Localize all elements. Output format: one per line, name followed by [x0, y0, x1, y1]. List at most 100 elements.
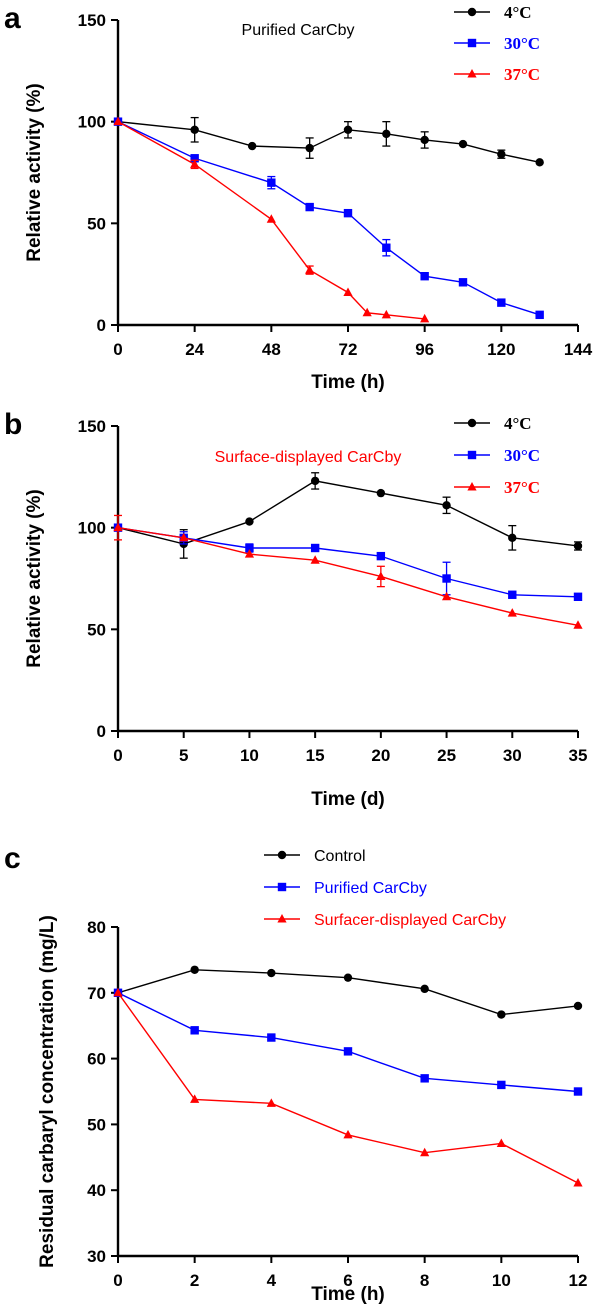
x-tick-label: 8 [420, 1271, 429, 1290]
x-tick-label: 5 [179, 746, 188, 765]
legend-label: 37°C [504, 65, 540, 84]
data-point [190, 125, 199, 134]
y-tick-label: 150 [78, 417, 106, 436]
data-point [343, 125, 353, 134]
legend-marker [467, 482, 477, 491]
data-point [343, 287, 353, 296]
legend-marker [277, 914, 287, 923]
y-tick-label: 70 [87, 984, 106, 1003]
data-point [305, 143, 314, 153]
series-line [117, 121, 540, 316]
x-tick-label: 4 [267, 1271, 277, 1290]
data-point [497, 150, 506, 159]
x-tick-label: 72 [339, 340, 358, 359]
data-point [305, 202, 314, 212]
y-tick-label: 100 [78, 519, 106, 538]
legend-label: Purified CarCby [314, 880, 427, 897]
y-tick-label: 30 [87, 1247, 106, 1266]
legend: Control Purified CarCby Surfacer-displayed… [264, 848, 506, 929]
legend-label: Control [314, 848, 366, 865]
data-point [343, 208, 353, 218]
x-tick-label: 15 [306, 746, 325, 765]
data-point [458, 278, 468, 287]
data-point [573, 592, 583, 601]
data-point [305, 265, 315, 274]
data-point [113, 116, 123, 126]
data-point [190, 159, 200, 168]
y-axis-label: Relative activity (%) [24, 83, 45, 261]
data-point [190, 965, 199, 974]
x-tick-label: 20 [371, 746, 390, 765]
data-point [362, 307, 372, 317]
data-point [266, 214, 276, 223]
data-point [508, 533, 517, 543]
panel-label-c: c [4, 842, 21, 875]
data-point [381, 309, 391, 319]
data-point [113, 522, 123, 532]
x-tick-label: 25 [437, 746, 456, 765]
data-point [420, 272, 429, 281]
y-tick-label: 80 [87, 918, 106, 937]
y-tick-label: 0 [97, 722, 106, 741]
data-point [244, 549, 255, 558]
panel-c: c 0 2 4 6 8 10 12 30 40 50 60 70 80 Time (h) Residual c… [4, 842, 587, 1305]
legend-label: 4°C [504, 414, 532, 433]
data-point [573, 1001, 583, 1011]
series-line [117, 121, 425, 320]
x-tick-label: 144 [564, 340, 593, 359]
data-point [497, 1080, 506, 1090]
data-point [247, 141, 257, 151]
chart-title: Surface-displayed CarCby [215, 449, 402, 466]
series-2 [113, 987, 583, 1187]
legend: 4°C 30°C 37°C [454, 414, 540, 497]
x-axis-label: Time (h) [311, 1284, 385, 1305]
panel-label-a: a [4, 2, 21, 35]
legend-label: 30°C [504, 34, 540, 53]
data-point [573, 1087, 583, 1096]
data-point [507, 608, 517, 617]
x-tick-label: 30 [503, 746, 522, 765]
y-tick-label: 150 [78, 11, 106, 30]
panel-label-b: b [4, 408, 22, 441]
data-point [113, 987, 123, 997]
legend-label: Surfacer-displayed CarCby [314, 912, 506, 929]
legend-marker [277, 882, 287, 892]
data-point [420, 1147, 430, 1157]
x-tick-label: 96 [415, 340, 434, 359]
data-point [535, 158, 544, 167]
data-point [441, 591, 452, 601]
data-point [573, 620, 583, 629]
x-tick-label: 0 [113, 746, 122, 765]
x-tick-label: 0 [113, 340, 122, 359]
data-point [376, 551, 386, 561]
legend-label: 4°C [504, 3, 532, 22]
data-point [573, 541, 583, 551]
legend-marker [467, 418, 477, 428]
series-0 [113, 116, 544, 167]
data-point [497, 298, 506, 307]
data-point [442, 501, 451, 510]
y-axis-label: Residual carbaryl concentration (mg/L) [37, 915, 58, 1268]
data-point [343, 1047, 353, 1056]
y-tick-label: 60 [87, 1050, 106, 1069]
data-point [382, 243, 391, 252]
y-tick-label: 0 [97, 316, 106, 335]
series-2 [113, 514, 583, 629]
data-point [179, 532, 189, 542]
data-point [245, 543, 254, 553]
series-line [117, 992, 579, 1184]
y-tick-label: 50 [87, 214, 106, 233]
x-tick-label: 0 [113, 1271, 122, 1290]
data-point [535, 310, 544, 320]
series-line [117, 526, 579, 598]
x-tick-label: 10 [240, 746, 259, 765]
series-0 [113, 965, 583, 1019]
y-tick-label: 100 [78, 113, 106, 132]
x-tick-label: 35 [569, 746, 588, 765]
data-point [420, 313, 430, 323]
series-line [117, 120, 540, 164]
series-line [117, 526, 579, 626]
series-1 [113, 988, 583, 1096]
data-point [190, 154, 199, 163]
y-tick-label: 50 [87, 1115, 106, 1134]
